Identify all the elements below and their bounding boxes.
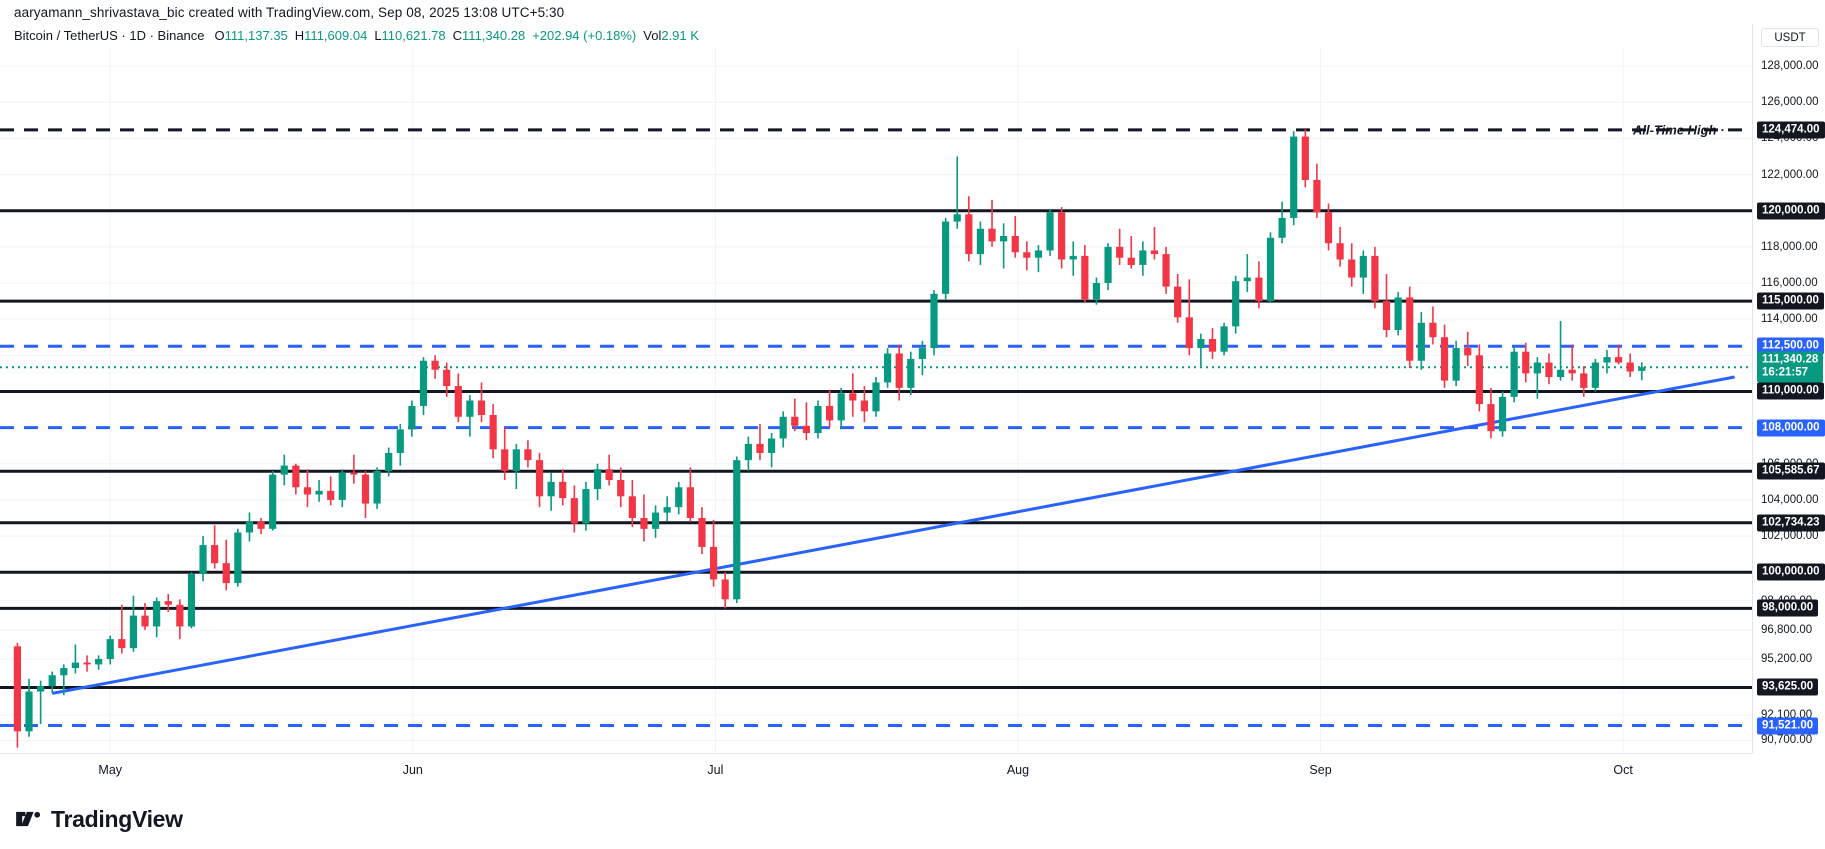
price-axis-tag-value: 100,000.00 bbox=[1762, 565, 1820, 578]
price-axis-tick: 96,800.00 bbox=[1761, 624, 1813, 637]
ohlc-values: O111,137.35 H111,609.04 L110,621.78 C111… bbox=[215, 28, 699, 43]
time-axis[interactable]: May Jun Jul Aug Sep Oct bbox=[0, 753, 1752, 789]
volume-value: Vol2.91 K bbox=[643, 28, 699, 43]
candlestick-svg bbox=[0, 48, 1752, 753]
price-axis-tag[interactable]: 115,000.00 bbox=[1757, 292, 1824, 310]
time-axis-label: Oct bbox=[1613, 763, 1633, 777]
change-value: +202.94 (+0.18%) bbox=[532, 28, 637, 43]
price-axis-tag-value: 108,000.00 bbox=[1762, 421, 1820, 434]
time-axis-label: Sep bbox=[1309, 763, 1332, 777]
price-axis-tag[interactable]: 110,000.00 bbox=[1757, 382, 1824, 400]
symbol-title[interactable]: Bitcoin / TetherUS · 1D · Binance bbox=[14, 28, 205, 43]
high-value: H111,609.04 bbox=[294, 28, 368, 43]
price-axis-tag-value: 102,734.23 bbox=[1762, 516, 1820, 529]
price-axis-tag[interactable]: 120,000.00 bbox=[1757, 202, 1825, 220]
time-axis-label: Jun bbox=[402, 763, 423, 777]
price-axis-tick: 102,000.00 bbox=[1761, 530, 1819, 543]
price-axis-tag-value: 111,340.28 bbox=[1762, 353, 1819, 366]
price-axis-tag[interactable]: 102,734.23 bbox=[1757, 514, 1825, 532]
price-axis-tick: 122,000.00 bbox=[1761, 168, 1819, 181]
all-time-high-annotation: All-Time High · bbox=[1633, 122, 1725, 138]
price-axis-tag[interactable]: 111,340.28 16:21:57 bbox=[1757, 351, 1824, 383]
price-axis-tag[interactable]: 91,521.00 bbox=[1757, 717, 1819, 734]
tradingview-logo-icon bbox=[16, 811, 41, 827]
price-axis-tag-value: 91,521.00 bbox=[1762, 719, 1814, 731]
currency-unit-badge[interactable]: USDT bbox=[1761, 28, 1819, 47]
price-axis-tag-value: 115,000.00 bbox=[1762, 294, 1819, 307]
price-axis-tag-value: 120,000.00 bbox=[1762, 204, 1820, 217]
price-axis-tag-value: 93,625.00 bbox=[1762, 680, 1814, 693]
price-axis-tick: 126,000.00 bbox=[1761, 96, 1819, 109]
price-axis-tick: 90,700.00 bbox=[1761, 734, 1813, 747]
low-value: L110,621.78 bbox=[374, 28, 446, 43]
price-axis-tag-countdown: 16:21:57 bbox=[1762, 366, 1809, 379]
price-axis-tag[interactable]: 124,474.00 bbox=[1757, 121, 1825, 139]
price-axis-tick: 128,000.00 bbox=[1761, 60, 1819, 73]
price-axis-tick: 116,000.00 bbox=[1761, 277, 1818, 289]
price-axis-tag[interactable]: 108,000.00 bbox=[1757, 419, 1825, 437]
price-axis-tick: 95,200.00 bbox=[1761, 653, 1813, 665]
price-axis-tag-value: 98,000.00 bbox=[1762, 601, 1814, 614]
price-axis-tick: 114,000.00 bbox=[1761, 313, 1818, 326]
price-axis[interactable]: USDT 128,000.00 126,000.00 124,000.00 122,0… bbox=[1752, 24, 1825, 753]
price-axis-tick: 118,000.00 bbox=[1761, 240, 1818, 253]
chart-legend: Bitcoin / TetherUS · 1D · Binance O111,1… bbox=[14, 28, 699, 43]
tradingview-wordmark: TradingView bbox=[51, 805, 183, 832]
price-axis-tag[interactable]: 98,000.00 bbox=[1757, 599, 1819, 617]
price-axis-tag-value: 105,585.67 bbox=[1762, 464, 1820, 477]
price-axis-tag-value: 124,474.00 bbox=[1762, 123, 1820, 136]
attribution-text: aaryamann_shrivastava_bic created with T… bbox=[0, 0, 1825, 24]
price-axis-tag[interactable]: 100,000.00 bbox=[1757, 563, 1825, 581]
price-axis-tag-value: 112,500.00 bbox=[1762, 339, 1819, 352]
price-axis-tag[interactable]: 93,625.00 bbox=[1757, 678, 1819, 696]
footer-branding: TradingView bbox=[0, 789, 1825, 849]
price-axis-tag[interactable]: 112,500.00 bbox=[1757, 337, 1824, 355]
price-axis-tick: 104,000.00 bbox=[1761, 493, 1819, 506]
time-axis-label: Aug bbox=[1006, 763, 1030, 777]
time-axis-label: May bbox=[98, 763, 123, 777]
open-value: O111,137.35 bbox=[214, 28, 288, 43]
chart-plot-area[interactable] bbox=[0, 48, 1752, 753]
price-axis-tag-value: 110,000.00 bbox=[1762, 384, 1819, 397]
close-value: C111,340.28 bbox=[452, 28, 526, 43]
time-axis-label: Jul bbox=[707, 763, 724, 777]
price-axis-tag[interactable]: 105,585.67 bbox=[1757, 462, 1825, 480]
